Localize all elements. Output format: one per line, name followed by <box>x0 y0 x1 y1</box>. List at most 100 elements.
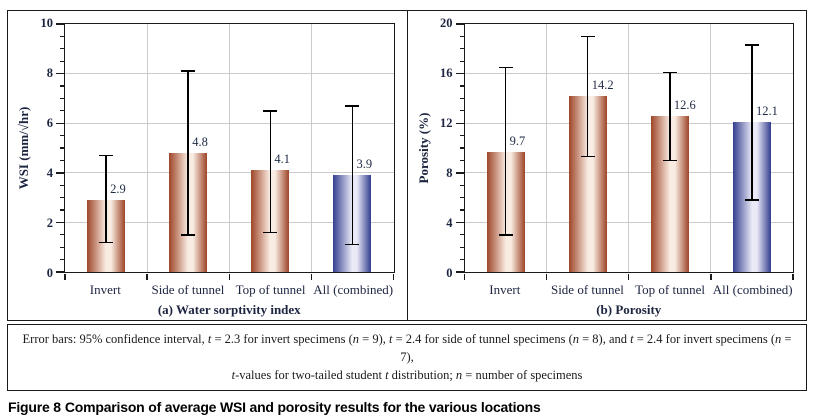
y-minor-tick <box>60 197 65 199</box>
y-major-tick <box>56 221 64 224</box>
y-minor-tick <box>60 159 65 161</box>
y-minor-tick <box>459 35 464 38</box>
error-bar-cap <box>498 234 513 236</box>
y-tick-label: 2 <box>46 216 53 230</box>
value-label: 12.6 <box>673 97 696 112</box>
y-axis-title-column: WSI (mm/√hr) <box>14 23 34 273</box>
category-label: Invert <box>89 282 121 297</box>
y-minor-tick <box>60 234 65 236</box>
error-bar-cap <box>580 155 595 158</box>
value-label: 14.2 <box>591 77 614 92</box>
y-axis-labels: 0 4 8 12 16 20 <box>434 16 464 280</box>
y-major-tick <box>455 23 464 25</box>
error-bar-cap <box>99 154 114 157</box>
error-bar-cap <box>345 105 360 107</box>
gridline-vertical <box>546 24 548 272</box>
category-label: Invert <box>489 282 521 297</box>
error-bar-cap <box>498 66 513 69</box>
value-label: 12.1 <box>755 103 778 118</box>
y-minor-tick <box>459 234 464 236</box>
y-minor-tick <box>459 60 464 62</box>
y-major-tick <box>455 221 464 224</box>
chart-panel-b: Porosity (%) 0 4 8 12 16 20 9.7 14.2 12.6 12.1 I… <box>406 11 807 320</box>
x-axis-tick <box>64 273 66 280</box>
y-tick-label: 8 <box>446 166 453 180</box>
y-minor-tick <box>459 147 464 149</box>
error-bar-cap <box>662 71 677 74</box>
error-bar <box>269 110 271 233</box>
y-minor-tick <box>459 159 464 161</box>
chart-panel-a: WSI (mm/√hr) 0 2 4 6 8 10 2.9 4.8 4.1 3.9 Invert… <box>8 11 407 320</box>
y-minor-tick <box>459 97 464 100</box>
category-label: All (combined) <box>712 282 793 297</box>
x-axis-labels: Invert Side of tunnel Top of tunnel All (co… <box>464 282 795 298</box>
x-axis-tick <box>146 273 148 280</box>
gridline-vertical <box>310 24 312 272</box>
y-tick-label: 6 <box>46 116 53 130</box>
y-minor-tick <box>60 110 65 112</box>
y-tick-label: 16 <box>440 66 453 80</box>
y-major-tick <box>56 271 64 273</box>
error-bar-cap <box>345 243 360 246</box>
x-axis-tick <box>463 273 466 280</box>
error-bar <box>751 45 753 201</box>
category-label: Top of tunnel <box>235 282 306 297</box>
y-tick-label: 8 <box>46 66 53 80</box>
y-tick-label: 0 <box>446 266 453 280</box>
error-bar-cap <box>99 241 114 243</box>
y-minor-tick <box>60 85 65 87</box>
y-minor-tick <box>60 35 65 38</box>
y-minor-tick <box>60 97 65 100</box>
note-line-1: Error bars: 95% confidence interval, t =… <box>22 332 792 365</box>
y-minor-tick <box>60 147 65 149</box>
error-bar-cap <box>662 159 677 162</box>
y-major-tick <box>56 172 64 174</box>
y-axis-labels: 0 2 4 6 8 10 <box>34 16 64 280</box>
y-minor-tick <box>459 197 464 199</box>
gridline-vertical <box>710 24 712 272</box>
y-tick-label: 4 <box>446 216 453 230</box>
y-minor-tick <box>459 246 464 248</box>
value-label: 3.9 <box>356 157 373 172</box>
y-minor-tick <box>60 209 65 211</box>
x-axis-tick <box>310 273 313 280</box>
figure-caption: Figure 8 Comparison of average WSI and po… <box>8 399 806 415</box>
y-minor-tick <box>459 135 464 137</box>
gridline-vertical <box>228 24 230 272</box>
x-axis-tick <box>228 273 230 280</box>
figure-caption-text: Comparison of average WSI and porosity r… <box>64 399 541 415</box>
y-tick-label: 4 <box>46 166 53 180</box>
x-axis-tick <box>792 273 794 280</box>
error-bar-cap <box>181 234 196 236</box>
y-tick-label: 0 <box>46 266 53 280</box>
error-bar-cap <box>744 44 759 46</box>
x-axis-tick <box>628 273 630 280</box>
category-label: Top of tunnel <box>635 282 705 297</box>
y-minor-tick <box>60 48 65 50</box>
error-bar-cap <box>181 70 196 72</box>
y-major-tick <box>455 172 464 174</box>
y-minor-tick <box>60 135 65 137</box>
y-minor-tick <box>60 246 65 248</box>
category-label: Side of tunnel <box>151 282 225 297</box>
error-bar <box>586 36 589 157</box>
y-minor-tick <box>459 85 464 87</box>
y-tick-label: 10 <box>40 16 54 30</box>
y-major-tick <box>455 271 464 273</box>
error-bar <box>351 105 354 245</box>
x-axis-tick <box>392 273 395 280</box>
error-bar <box>187 71 189 235</box>
y-minor-tick <box>459 184 464 186</box>
value-label: 4.1 <box>274 152 290 167</box>
y-minor-tick <box>60 259 65 261</box>
y-minor-tick <box>459 48 464 50</box>
plot-area: 2.9 4.8 4.1 3.9 <box>56 23 395 280</box>
x-axis-tick <box>710 273 712 280</box>
y-axis-title-column: Porosity (%) <box>414 23 434 273</box>
error-bar-cap <box>744 199 759 201</box>
y-major-tick <box>56 122 64 124</box>
x-axis-labels: Invert Side of tunnel Top of tunnel All (co… <box>64 282 395 298</box>
y-major-tick <box>56 23 64 25</box>
error-bar <box>669 72 671 161</box>
y-major-tick <box>56 72 64 75</box>
